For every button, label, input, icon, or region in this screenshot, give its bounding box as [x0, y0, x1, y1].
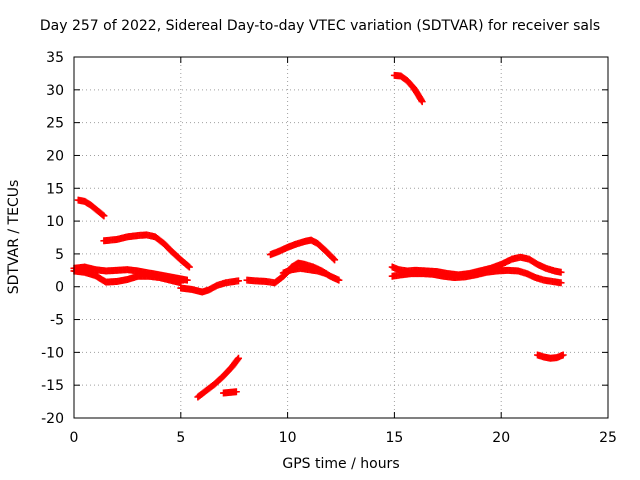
y-tick-label: -5	[50, 313, 64, 329]
data-point	[99, 211, 107, 219]
data-point	[557, 268, 565, 276]
data-point	[234, 277, 242, 285]
data-series-seg2	[100, 231, 193, 271]
grid-lines	[74, 57, 608, 418]
y-tick-label: 5	[55, 247, 64, 263]
data-series-seg13	[388, 266, 565, 287]
data-point	[322, 270, 330, 278]
y-tick-label: -20	[41, 411, 64, 427]
y-tick-label: -10	[41, 345, 64, 361]
data-series-seg10	[267, 236, 339, 264]
x-tick-label: 10	[279, 430, 297, 446]
data-point	[557, 279, 565, 287]
x-tick-label: 0	[70, 430, 79, 446]
data-series-seg11	[390, 71, 426, 106]
y-tick-label: 30	[46, 83, 64, 99]
data-point	[234, 355, 242, 363]
data-series-seg9	[279, 264, 330, 278]
axis-ticks: 0 5 10 15 20 25 -20 -15 -10 -5 0 5 10 15 20 25 30 35	[41, 50, 617, 446]
data-series-seg6	[194, 354, 242, 401]
data-point	[185, 263, 193, 271]
y-tick-label: 20	[46, 148, 64, 164]
y-tick-label: 0	[55, 280, 64, 296]
data-series-seg1	[74, 196, 108, 220]
y-tick-label: 10	[46, 214, 64, 230]
data-layer	[70, 71, 567, 401]
chart-title: Day 257 of 2022, Sidereal Day-to-day VTE…	[39, 18, 601, 34]
data-point	[559, 351, 567, 359]
y-tick-label: -15	[41, 378, 64, 394]
data-series-seg14	[534, 351, 567, 362]
data-point	[232, 388, 240, 396]
x-axis-label: GPS time / hours	[282, 456, 400, 472]
data-series-seg4	[70, 267, 185, 287]
data-point	[331, 256, 339, 264]
data-point	[234, 354, 242, 362]
data-series-seg5	[177, 277, 242, 296]
y-tick-label: 35	[46, 50, 64, 66]
x-tick-label: 20	[492, 430, 510, 446]
data-point	[100, 212, 108, 220]
y-tick-label: 25	[46, 116, 64, 132]
y-tick-label: 15	[46, 181, 64, 197]
data-point	[184, 262, 192, 270]
data-point	[418, 98, 426, 106]
x-tick-label: 25	[599, 430, 617, 446]
plot-frame	[73, 56, 609, 419]
x-tick-label: 5	[176, 430, 185, 446]
y-axis-label: SDTVAR / TECUs	[6, 179, 22, 295]
data-point	[335, 276, 343, 284]
data-point	[183, 276, 191, 284]
data-point	[330, 255, 338, 263]
data-series-seg7	[220, 388, 240, 397]
x-tick-label: 15	[385, 430, 403, 446]
